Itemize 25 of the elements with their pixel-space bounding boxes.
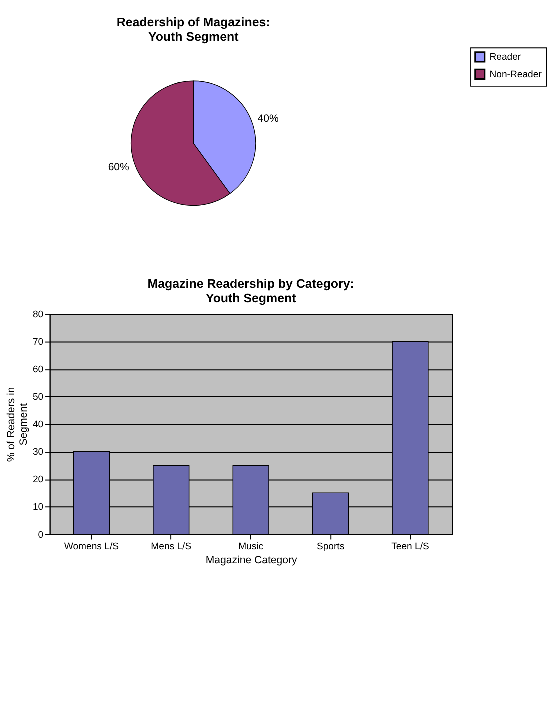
x-tick-label: Music [238, 541, 264, 552]
y-tick-label: 70 [32, 336, 44, 348]
text: % of Readers in [6, 387, 18, 462]
text: Youth Segment [148, 30, 239, 44]
x-tick-label: Womens L/S [64, 541, 120, 552]
y-tick-label: 10 [32, 502, 44, 514]
text: Segment [18, 404, 30, 446]
text: Magazine Readership by Category: [148, 277, 354, 292]
legend-label: Non-Reader [490, 69, 543, 80]
y-tick-label: 80 [32, 309, 44, 320]
y-tick-label: 60 [32, 364, 44, 376]
y-tick-label: 20 [32, 474, 44, 486]
x-tick-label: Mens L/S [151, 541, 192, 552]
x-tick-label: Sports [316, 541, 345, 552]
y-tick-label: 30 [32, 447, 44, 458]
y-tick-label: 50 [32, 392, 44, 404]
y-tick-label: 0 [38, 530, 44, 541]
data-label: 40% [258, 113, 279, 126]
text: Readership of Magazines: [116, 16, 270, 30]
x-axis-title: Magazine Category [206, 554, 298, 567]
text: Youth Segment [206, 292, 296, 306]
data-label: 60% [108, 162, 130, 174]
y-tick-label: 40 [32, 420, 44, 431]
x-tick-label: Teen L/S [392, 541, 430, 552]
legend-label: Reader [490, 52, 522, 64]
